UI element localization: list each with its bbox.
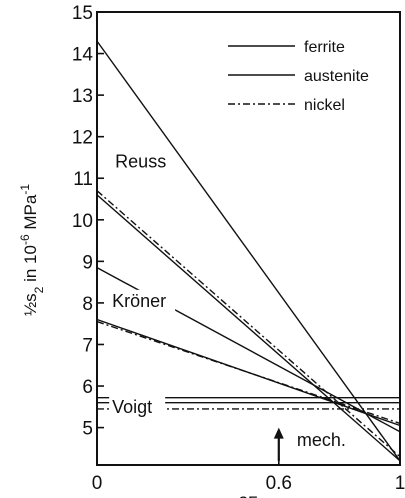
mech-arrow-head bbox=[273, 427, 284, 439]
legend-label-austenite: austenite bbox=[304, 68, 369, 85]
y-tick-label: 12 bbox=[72, 128, 93, 149]
series-line-reuss-nickel bbox=[96, 190, 401, 458]
annotation-voigt: Voigt bbox=[112, 397, 152, 417]
series-line-reuss-austenite bbox=[96, 194, 401, 462]
y-tick-label: 8 bbox=[82, 294, 93, 315]
y-axis-label: ½s2 in 10-6 MPa-1 bbox=[18, 184, 46, 316]
annotation-backdrop bbox=[293, 429, 350, 452]
annotation-layer: Reuss Kröner Voigt mech. bbox=[109, 150, 350, 461]
y-tick-label: 15 bbox=[72, 3, 93, 24]
annotation-backdrop bbox=[109, 289, 176, 312]
annotation-reuss: Reuss bbox=[115, 152, 166, 172]
y-tick-label: 14 bbox=[72, 45, 94, 66]
annotation-backdrop bbox=[109, 395, 166, 418]
x-tick-label: 0.6 bbox=[266, 473, 292, 494]
annotation-backdrop bbox=[112, 150, 169, 173]
y-tick-label: 6 bbox=[82, 377, 93, 398]
y-tick-label: 9 bbox=[82, 252, 93, 273]
legend-label-ferrite: ferrite bbox=[304, 39, 345, 56]
plot-frame bbox=[96, 11, 401, 466]
x-tick-label: 1 bbox=[395, 473, 405, 494]
y-tick-label: 7 bbox=[82, 335, 93, 356]
series-line-krner-nickel bbox=[96, 320, 401, 425]
legend: ferrite austenite nickel bbox=[228, 39, 369, 114]
x-tick-label: 0 bbox=[92, 473, 103, 494]
y-tick-label: 5 bbox=[82, 419, 93, 440]
annotation-mech: mech. bbox=[297, 430, 346, 450]
y-tick-label: 13 bbox=[72, 86, 93, 107]
annotation-krner: Kröner bbox=[112, 291, 166, 311]
series-line-krner-austenite bbox=[96, 318, 401, 427]
y-tick-label: 11 bbox=[73, 169, 93, 190]
ticks-layer: 5 6 7 8 9 10 11 12 13 14 15 0 0.6 1 bbox=[72, 3, 405, 494]
legend-label-nickel: nickel bbox=[304, 97, 345, 114]
series-line-reuss-ferrite bbox=[96, 40, 401, 462]
x-axis-label: 3Γ bbox=[239, 493, 258, 498]
y-tick-label: 10 bbox=[72, 211, 93, 232]
